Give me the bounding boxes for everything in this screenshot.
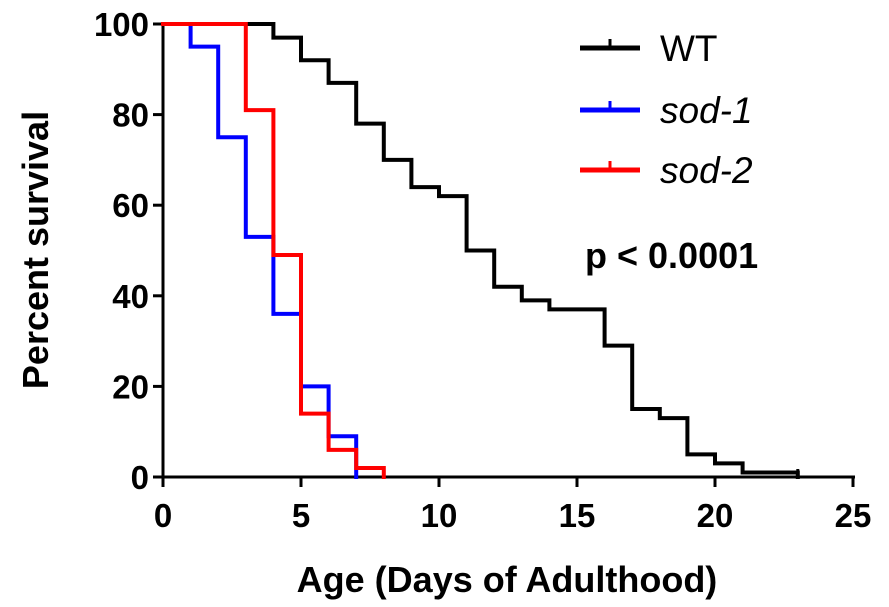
x-tick-label: 20 — [697, 497, 734, 534]
axes: 0 20 40 60 80 100 0 5 10 15 20 25 — [94, 6, 871, 534]
x-tick-label: 10 — [421, 497, 458, 534]
y-tick-label: 80 — [112, 97, 149, 134]
y-tick-label: 100 — [94, 6, 149, 43]
series-line-WT — [161, 22, 800, 479]
y-tick-label: 0 — [131, 459, 149, 496]
series-line-sod-1 — [161, 22, 359, 479]
series-layer — [161, 22, 800, 479]
x-tick-label: 0 — [154, 497, 172, 534]
legend-label-WT: WT — [660, 28, 718, 69]
x-axis-title: Age (Days of Adulthood) — [297, 559, 718, 600]
legend: WT sod-1 sod-2 — [580, 28, 753, 191]
y-tick-label: 20 — [112, 368, 149, 405]
y-axis-title: Percent survival — [15, 111, 56, 389]
p-value-annotation: p < 0.0001 — [585, 235, 758, 276]
y-tick-label: 60 — [112, 187, 149, 224]
y-tick-label: 40 — [112, 278, 149, 315]
x-tick-label: 5 — [292, 497, 310, 534]
x-tick-label: 15 — [559, 497, 596, 534]
legend-label-sod-1: sod-1 — [660, 90, 753, 131]
series-line-sod-2 — [161, 22, 386, 479]
x-tick-label: 25 — [835, 497, 872, 534]
legend-label-sod-2: sod-2 — [660, 150, 753, 191]
